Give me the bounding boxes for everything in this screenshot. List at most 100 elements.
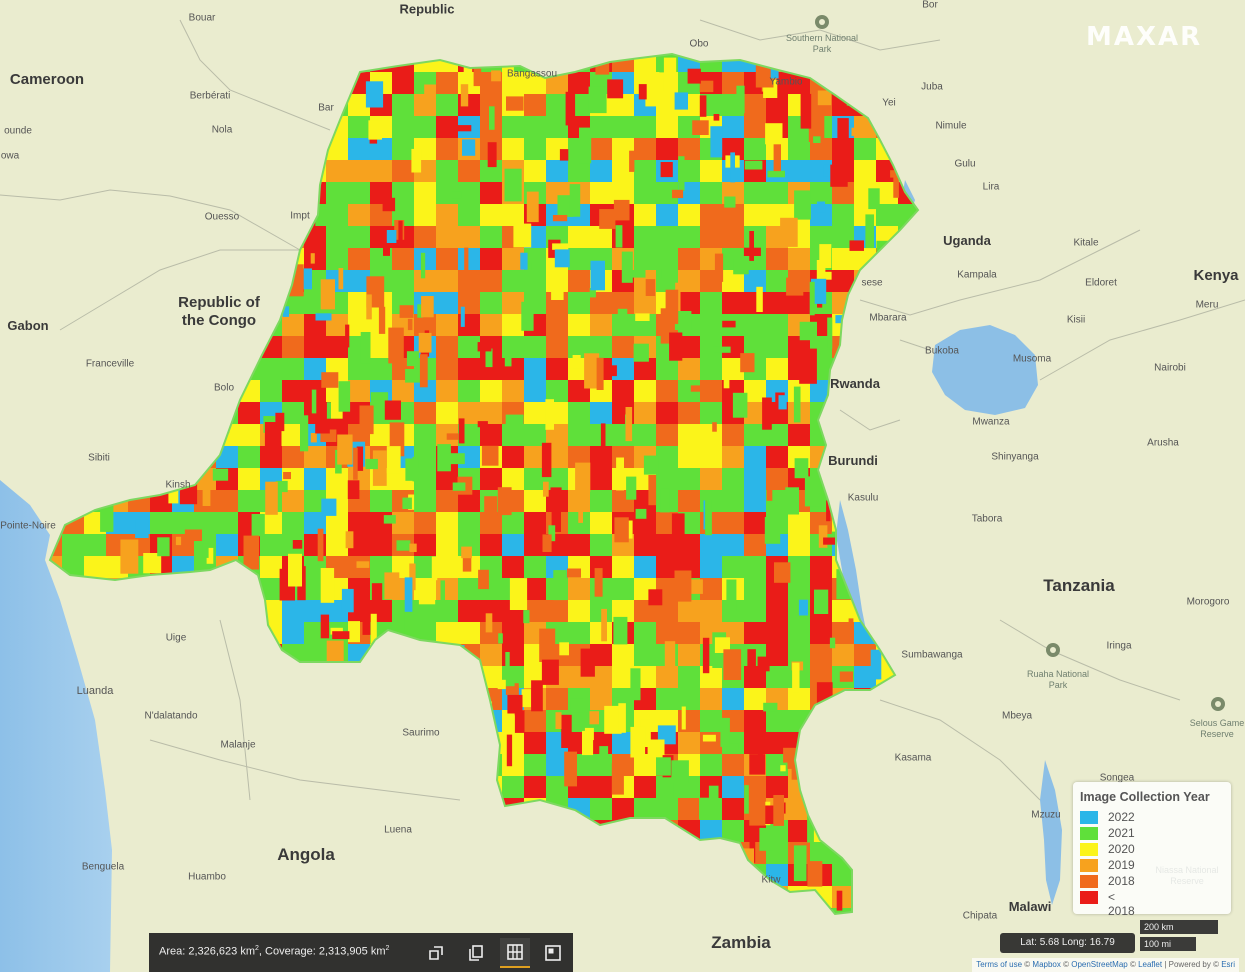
legend-label: 2018 [1108, 874, 1135, 888]
mosaic-tile [744, 490, 766, 512]
mosaic-fragment [749, 754, 766, 775]
mosaic-fragment [870, 649, 882, 680]
mosaic-fragment [848, 618, 854, 625]
mosaic-fragment [531, 680, 543, 712]
mosaic-fragment [447, 453, 465, 465]
mosaic-fragment [766, 471, 773, 501]
mosaic-tile [744, 314, 766, 336]
copy-layers-button[interactable] [461, 938, 491, 968]
mosaic-fragment [611, 763, 624, 795]
footprint-layer-button[interactable] [421, 938, 451, 968]
mosaic-fragment [780, 765, 786, 772]
mosaic-fragment [678, 156, 685, 191]
mosaic-fragment [520, 252, 528, 270]
mosaic-fragment [386, 446, 401, 474]
mosaic-fragment [730, 743, 739, 752]
maxar-logo: MAXAR [1086, 22, 1203, 52]
mosaic-fragment [785, 487, 799, 515]
frame-select-button[interactable] [538, 938, 568, 968]
mosaic-fragment [618, 703, 626, 733]
mosaic-tile [502, 380, 524, 402]
place-label: Yei [882, 97, 896, 109]
mosaic-fragment [664, 641, 676, 676]
mosaic-fragment [531, 262, 542, 271]
country-label-rwanda: Rwanda [830, 376, 880, 391]
powered-by-text: Powered by [1168, 960, 1211, 969]
mosaic-fragment [320, 614, 330, 639]
place-label: Saurimo [402, 727, 440, 739]
mosaic-fragment [570, 698, 584, 713]
place-label: Huambo [188, 871, 226, 883]
mosaic-fragment [509, 578, 528, 610]
mosaic-fragment [827, 317, 833, 349]
mosaic-fragment [851, 127, 857, 136]
place-label: Musoma [1012, 353, 1052, 365]
mosaic-fragment [555, 712, 562, 729]
mosaic-fragment [365, 458, 378, 470]
copy-layers-icon [469, 945, 483, 961]
mosaic-fragment [765, 123, 783, 145]
place-label: Meru [1195, 299, 1219, 311]
mosaic-fragment [506, 734, 513, 767]
mosaic-tile [700, 182, 722, 204]
esri-link[interactable]: Esri [1221, 960, 1235, 969]
mosaic-fragment [660, 488, 670, 513]
mosaic-fragment [713, 114, 720, 121]
mosaic-tile [524, 336, 546, 358]
legend-swatch [1080, 827, 1098, 840]
place-label: Bor [922, 0, 938, 11]
mosaic-fragment [338, 381, 351, 412]
mosaic-fragment [320, 568, 335, 603]
mosaic-fragment [799, 348, 817, 384]
mosaic-fragment [317, 528, 324, 562]
mosaic-tile [414, 402, 436, 424]
place-label: Mzuzu [1031, 809, 1061, 821]
mosaic-fragment [308, 564, 314, 577]
mosaic-fragment [674, 570, 692, 602]
place-label: owa [0, 150, 20, 162]
mosaic-fragment [353, 447, 358, 480]
mosaic-fragment [321, 498, 337, 516]
terms-link[interactable]: Terms of use [976, 960, 1023, 969]
mosaic-fragment [747, 649, 756, 670]
osm-link[interactable]: OpenStreetMap [1071, 960, 1128, 969]
mosaic-fragment [175, 536, 182, 546]
mosaic-fragment [157, 537, 170, 557]
mosaic-tile [282, 402, 304, 424]
mosaic-fragment [526, 320, 534, 331]
leaflet-link[interactable]: Leaflet [1138, 960, 1163, 969]
place-label: Kitale [1073, 237, 1099, 249]
mosaic-fragment [613, 199, 630, 221]
mapbox-link[interactable]: Mapbox [1032, 960, 1061, 969]
mosaic-fragment [386, 230, 397, 243]
area-coverage-readout: Area: 2,326,623 km2, Coverage: 2,313,905… [159, 945, 390, 958]
country-label-kenya: Kenya [1193, 267, 1239, 284]
mosaic-fragment [504, 340, 512, 367]
mosaic-grid-button[interactable] [500, 938, 530, 968]
mosaic-fragment [320, 279, 335, 310]
mosaic-fragment [521, 689, 531, 708]
mosaic-tile [480, 468, 502, 490]
place-label: Kasulu [847, 492, 879, 504]
mosaic-fragment [300, 415, 309, 452]
place-label: Morogoro [1186, 596, 1230, 608]
mosaic-tile [260, 380, 282, 402]
mosaic-fragment [614, 653, 620, 668]
mosaic-fragment [408, 467, 423, 477]
mosaic-tile [722, 226, 744, 248]
mosaic-fragment [311, 389, 317, 414]
legend-swatch [1080, 891, 1098, 904]
mosaic-tile [480, 644, 502, 666]
mosaic-fragment [671, 760, 689, 783]
mosaic-fragment [778, 395, 787, 410]
mosaic-fragment [830, 164, 848, 187]
mosaic-fragment [616, 457, 624, 491]
mosaic-fragment [756, 286, 763, 312]
mosaic-fragment [793, 386, 801, 423]
park-marker-icon [1211, 697, 1225, 711]
mosaic-tile [678, 402, 700, 424]
mosaic-fragment [767, 170, 785, 178]
mosaic-fragment [359, 405, 374, 435]
mosaic-tile [568, 446, 590, 468]
